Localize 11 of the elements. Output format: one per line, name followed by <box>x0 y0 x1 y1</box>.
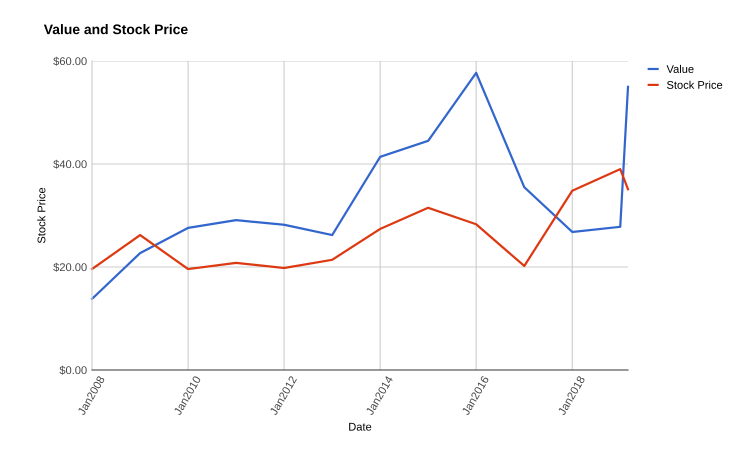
x-axis-title: Date <box>349 422 372 431</box>
y-tick-label: $40.00 <box>53 160 87 169</box>
y-axis-title: Stock Price <box>37 188 46 244</box>
y-tick-label: $60.00 <box>53 56 87 66</box>
line-series <box>90 72 630 300</box>
y-tick-label: $20.00 <box>53 262 87 272</box>
legend-label: Value <box>666 64 694 73</box>
chart-title: Value and Stock Price <box>44 24 188 34</box>
legend-label: Stock Price <box>667 80 722 89</box>
line-series <box>90 168 630 270</box>
y-tick-label: $0.00 <box>59 366 87 375</box>
